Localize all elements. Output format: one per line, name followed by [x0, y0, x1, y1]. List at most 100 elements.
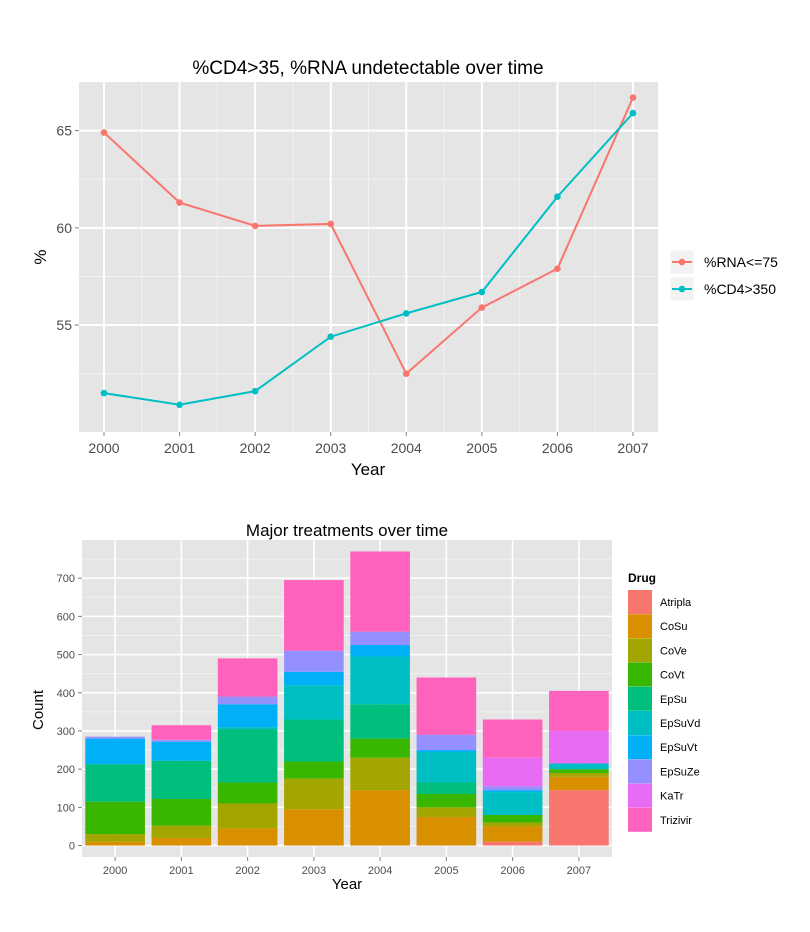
bar-segment: [549, 776, 609, 791]
bar-segment: [217, 782, 278, 804]
line-chart-point: [402, 370, 410, 377]
line-chart-legend-label: %RNA<=75: [704, 254, 778, 270]
bar-chart-legend-label: EpSu: [660, 694, 687, 706]
bar-segment: [85, 801, 145, 835]
bar-segment: [549, 790, 609, 846]
line-chart-x-label: Year: [351, 460, 386, 479]
bar-segment: [350, 704, 410, 739]
bar-chart-y-tick-label: 300: [57, 726, 75, 738]
bar-segment: [482, 792, 543, 815]
bar-chart-legend-swatch: [628, 686, 652, 711]
bar-chart-x-tick-label: 2004: [368, 865, 392, 877]
bar-segment: [151, 825, 212, 838]
bar-chart-y-label: Count: [30, 689, 47, 730]
bar-chart-y-tick-label: 600: [57, 611, 75, 623]
bar-segment: [217, 658, 278, 697]
line-chart-legend: %RNA<=75 %CD4>350: [669, 249, 778, 302]
bar-segment: [482, 786, 543, 791]
line-chart-y-tick-label: 55: [56, 317, 72, 333]
bar-segment: [416, 782, 477, 794]
line-chart-x-tick-label: 2007: [617, 440, 648, 456]
bar-chart-legend-swatch: [628, 614, 652, 639]
bar-segment: [284, 685, 344, 720]
line-chart-point: [251, 222, 259, 230]
bar-chart-legend-swatch: [628, 638, 652, 663]
bar-chart-legend-swatch: [628, 711, 652, 735]
bar-segment: [482, 841, 543, 846]
bar-chart-legend: Drug Atripla CoSu CoVe CoVt EpSu EpSuVd EpSuVt…: [628, 571, 700, 832]
bar-segment: [284, 761, 344, 779]
bar-segment: [482, 822, 543, 827]
bar-segment: [549, 772, 609, 777]
bar-chart-bars: [85, 551, 609, 846]
bar-chart-legend-label: EpSuVt: [660, 742, 697, 754]
line-chart-point: [554, 265, 561, 272]
bar-segment: [217, 727, 278, 730]
line-chart-point: [629, 94, 637, 101]
bar-chart-x-tick-label: 2002: [235, 865, 259, 877]
line-chart-x-tick-label: 2003: [315, 440, 346, 456]
line-chart-x-tick-label: 2004: [391, 440, 422, 456]
bar-segment: [350, 738, 410, 758]
bar-segment: [482, 757, 543, 787]
bar-segment: [350, 656, 410, 705]
bar-segment: [284, 671, 344, 686]
bar-segment: [151, 739, 212, 742]
bar-chart-y-tick-label: 500: [57, 650, 75, 662]
line-chart-axes: 55 60 65 2000 2001 2002 2003 2004 2005 2006 2007: [56, 123, 648, 456]
bar-segment: [85, 738, 145, 765]
line-chart-point: [478, 304, 486, 311]
bar-chart-legend-title: Drug: [628, 571, 656, 585]
bar-segment: [284, 778, 344, 810]
bar-chart-x-label: Year: [332, 876, 362, 893]
bar-chart-legend-swatch: [628, 783, 652, 808]
bar-segment: [151, 725, 212, 740]
line-chart-x-tick-label: 2001: [164, 440, 195, 456]
line-chart-point: [629, 109, 637, 117]
bar-chart-legend-label: CoVt: [660, 670, 684, 682]
bar-segment: [85, 764, 145, 802]
bar-chart-legend-label: EpSuZe: [660, 766, 700, 778]
bar-chart-x-tick-label: 2001: [169, 865, 193, 877]
line-chart-series-line: [103, 97, 634, 376]
bar-chart-y-tick-label: 0: [69, 841, 75, 853]
line-chart-point: [554, 193, 561, 201]
bar-segment: [151, 837, 212, 846]
bar-segment: [284, 719, 344, 762]
bar-segment: [284, 580, 344, 651]
bar-segment: [416, 793, 477, 808]
line-chart-legend-marker: [678, 258, 686, 266]
bar-segment: [549, 763, 609, 770]
bar-segment: [350, 757, 410, 791]
bar-segment: [416, 816, 477, 846]
line-chart-x-tick-label: 2002: [240, 440, 271, 456]
bar-chart-x-tick-label: 2007: [567, 865, 591, 877]
line-chart-point: [402, 310, 410, 317]
bar-chart-legend-label: KaTr: [660, 791, 684, 803]
bar-chart-legend-swatch: [628, 759, 652, 784]
line-chart-point: [327, 220, 335, 228]
bar-chart-x-tick-label: 2006: [500, 865, 524, 877]
bar-chart-legend-swatch: [628, 735, 652, 760]
line-chart-x-tick-label: 2005: [466, 440, 497, 456]
bar-segment: [482, 814, 543, 823]
bar-chart-y-tick-label: 400: [57, 688, 75, 700]
line-chart-series: [100, 94, 637, 409]
bar-chart-legend-swatch: [628, 590, 652, 614]
bar-segment: [416, 750, 477, 752]
bar-segment: [350, 790, 410, 846]
line-chart-y-tick-label: 65: [56, 123, 72, 139]
line-chart-legend-marker: [678, 285, 686, 293]
bar-segment: [284, 650, 344, 672]
bar-chart-axes: 0 100 200 300 400 500 600 700 2000 2001 2002 2003 20…: [57, 573, 591, 877]
bar-chart-y-tick-label: 700: [57, 573, 75, 585]
line-chart-x-tick-label: 2006: [542, 440, 573, 456]
bar-segment: [549, 730, 609, 764]
bar-segment: [350, 631, 410, 646]
line-chart-series-line: [103, 112, 634, 406]
line-chart-point: [478, 288, 486, 296]
bar-segment: [151, 741, 212, 761]
bar-chart-legend-label: CoSu: [660, 621, 688, 633]
bar-segment: [482, 826, 543, 842]
bar-chart-y-tick-label: 100: [57, 802, 75, 814]
